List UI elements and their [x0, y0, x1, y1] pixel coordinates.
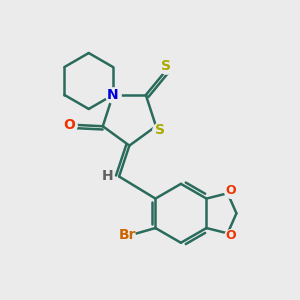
Text: S: S	[155, 123, 165, 137]
Text: N: N	[107, 88, 119, 102]
Text: O: O	[226, 229, 236, 242]
Text: S: S	[161, 58, 171, 73]
Text: O: O	[226, 184, 236, 197]
Text: Br: Br	[119, 228, 136, 242]
Text: H: H	[102, 169, 114, 183]
Text: O: O	[63, 118, 75, 132]
